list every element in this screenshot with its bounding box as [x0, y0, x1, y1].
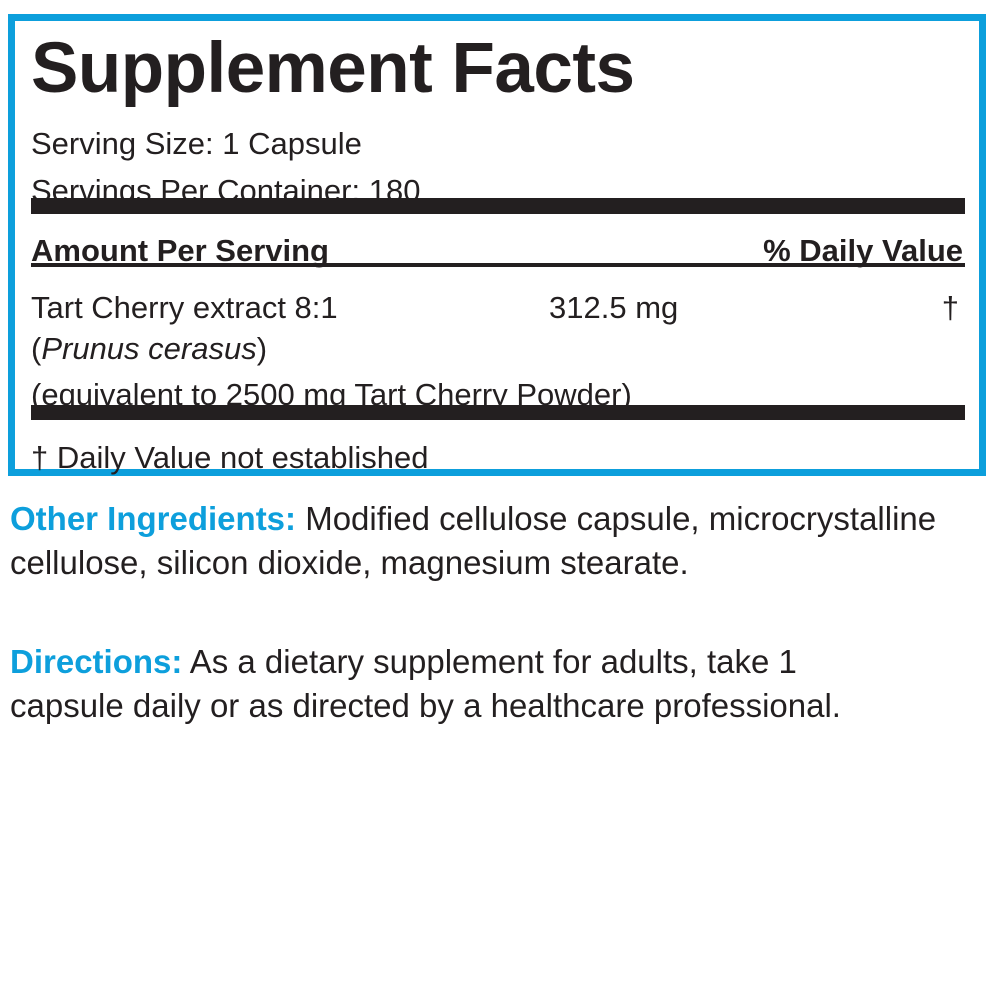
header-daily-value: % Daily Value [763, 233, 963, 268]
thin-divider [31, 263, 965, 267]
latin-name: Prunus cerasus [41, 331, 257, 366]
ingredient-dv: † [941, 290, 959, 325]
thick-divider [31, 405, 965, 420]
other-ingredients-label: Other Ingredients: [10, 500, 297, 537]
other-ingredients: Other Ingredients: Modified cellulose ca… [10, 497, 990, 585]
serving-size: Serving Size: 1 Capsule [31, 126, 362, 161]
header-amount-per-serving: Amount Per Serving [31, 233, 329, 268]
thick-divider [31, 198, 965, 214]
paren-open: ( [31, 331, 42, 366]
supplement-facts-panel: Supplement Facts Serving Size: 1 Capsule… [8, 14, 986, 476]
ingredient-latin-name: (Prunus cerasus) [31, 333, 267, 364]
other-ingredients-text: Modified cellulose capsule, microcrystal… [10, 500, 937, 581]
footnote: † Daily Value not established [31, 440, 429, 475]
directions-text: As a dietary supplement for adults, take… [10, 643, 841, 724]
ingredient-name: Tart Cherry extract 8:1 [31, 290, 338, 325]
panel-title: Supplement Facts [31, 29, 635, 108]
directions: Directions: As a dietary supplement for … [10, 640, 910, 728]
ingredient-equivalent: (equivalent to 2500 mg Tart Cherry Powde… [31, 377, 632, 412]
directions-label: Directions: [10, 643, 183, 680]
ingredient-amount: 312.5 mg [549, 290, 679, 325]
paren-close: ) [256, 331, 268, 366]
